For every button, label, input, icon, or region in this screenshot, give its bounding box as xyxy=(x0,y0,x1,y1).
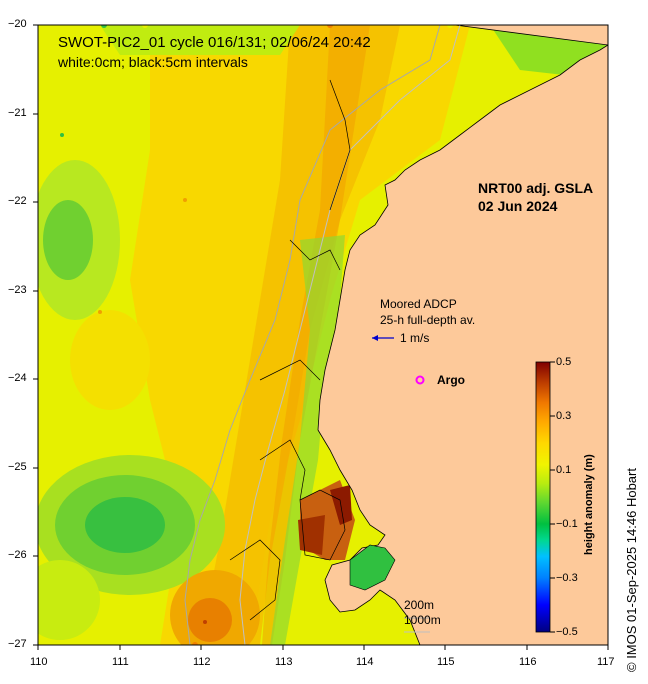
adcp-scale-label: 1 m/s xyxy=(400,331,430,345)
colorbar-tick: −0.3 xyxy=(556,572,578,584)
argo-label: Argo xyxy=(437,373,465,387)
colorbar-tick: −0.5 xyxy=(556,626,578,638)
y-tick-label: −26 xyxy=(8,549,27,561)
swot-swath-dots xyxy=(60,25,453,645)
isobath-1000m-label: 1000m xyxy=(404,613,441,627)
x-tick-label: 112 xyxy=(193,656,211,668)
x-tick-label: 117 xyxy=(597,656,615,668)
x-tick-label: 111 xyxy=(112,656,129,668)
axis-ticks xyxy=(33,24,609,650)
sla-field xyxy=(38,25,608,645)
x-tick-label: 113 xyxy=(275,656,293,668)
credit-text: © IMOS 01-Sep-2025 14:46 Hobart xyxy=(624,468,639,672)
product-name: NRT00 adj. GSLA xyxy=(478,180,594,196)
y-tick-label: −24 xyxy=(8,372,27,384)
y-tick-label: −23 xyxy=(8,284,27,296)
adcp-legend-subtitle: 25-h full-depth av. xyxy=(380,313,476,327)
land-mass xyxy=(317,25,608,645)
x-tick-label: 115 xyxy=(437,656,455,668)
map-subtitle: white:0cm; black:5cm intervals xyxy=(58,54,248,70)
map-title: SWOT-PIC2_01 cycle 016/131; 02/06/24 20:… xyxy=(58,34,371,51)
colorbar-title: height anomaly (m) xyxy=(583,454,595,555)
colorbar-tick: 0.5 xyxy=(556,356,572,368)
argo-marker xyxy=(415,375,425,385)
adcp-legend-title: Moored ADCP xyxy=(380,297,457,311)
y-tick-label: −21 xyxy=(8,107,27,119)
isobath-200m-label: 200m xyxy=(404,598,435,612)
x-tick-label: 114 xyxy=(356,656,374,668)
y-tick-label: −20 xyxy=(8,18,27,30)
y-tick-label: −22 xyxy=(8,195,27,207)
adcp-scale-arrow xyxy=(372,335,394,341)
colorbar-tick: 0.1 xyxy=(556,464,572,476)
y-tick-label: −25 xyxy=(8,461,27,473)
x-tick-label: 116 xyxy=(519,656,537,668)
colorbar xyxy=(535,361,555,633)
y-tick-label: −27 xyxy=(8,638,27,650)
product-date: 02 Jun 2024 xyxy=(478,198,558,214)
x-tick-label: 110 xyxy=(30,656,48,668)
colorbar-tick: −0.1 xyxy=(556,518,578,530)
colorbar-tick: 0.3 xyxy=(556,410,572,422)
